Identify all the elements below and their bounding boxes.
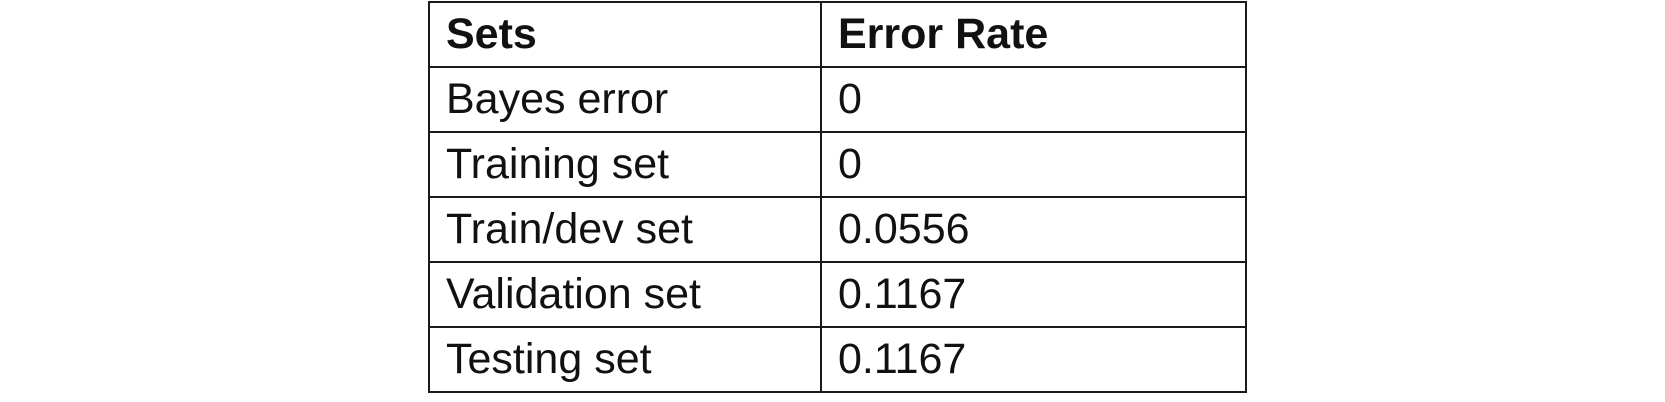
- table-row: Bayes error 0: [428, 66, 1247, 133]
- error-rate-table: Sets Error Rate Bayes error 0 Training s…: [428, 1, 1247, 393]
- error-rate-cell: 0: [820, 131, 1247, 198]
- set-name-cell: Validation set: [428, 261, 822, 328]
- set-name-cell: Training set: [428, 131, 822, 198]
- table-row: Training set 0: [428, 131, 1247, 198]
- table-row: Train/dev set 0.0556: [428, 196, 1247, 263]
- error-rate-table-container: Sets Error Rate Bayes error 0 Training s…: [428, 1, 1247, 393]
- error-rate-cell: 0: [820, 66, 1247, 133]
- set-name-cell: Testing set: [428, 326, 822, 393]
- table-header: Sets Error Rate: [428, 1, 1247, 68]
- error-rate-cell: 0.0556: [820, 196, 1247, 263]
- column-header-error-rate: Error Rate: [820, 1, 1247, 68]
- header-row: Sets Error Rate: [428, 1, 1247, 68]
- column-header-sets: Sets: [428, 1, 822, 68]
- table-body: Bayes error 0 Training set 0 Train/dev s…: [428, 66, 1247, 393]
- table-row: Testing set 0.1167: [428, 326, 1247, 393]
- error-rate-cell: 0.1167: [820, 326, 1247, 393]
- error-rate-cell: 0.1167: [820, 261, 1247, 328]
- set-name-cell: Bayes error: [428, 66, 822, 133]
- set-name-cell: Train/dev set: [428, 196, 822, 263]
- table-row: Validation set 0.1167: [428, 261, 1247, 328]
